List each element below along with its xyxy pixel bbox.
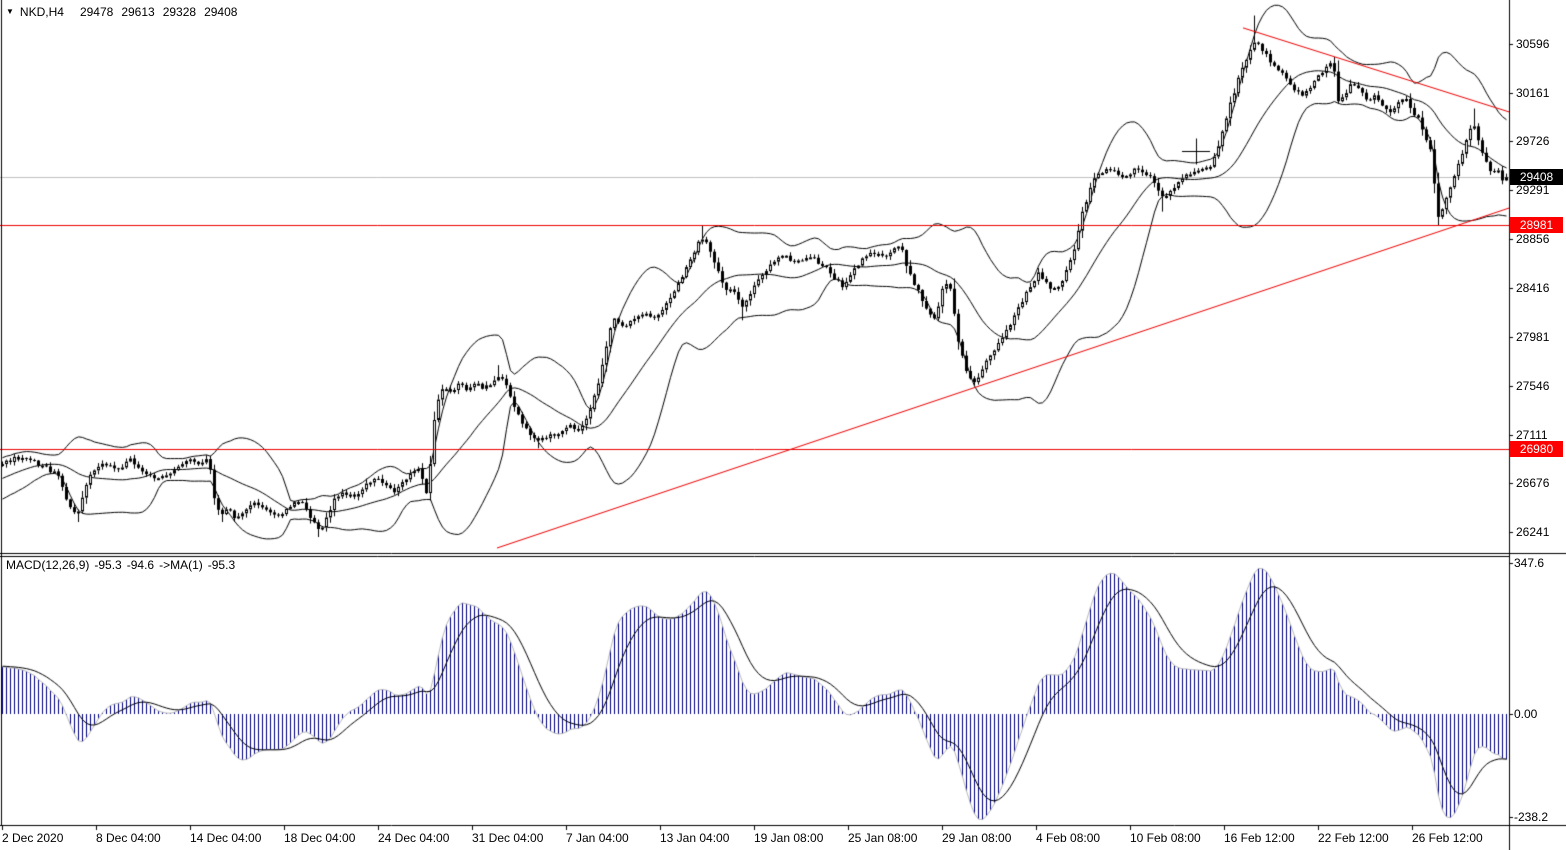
time-axis-label: 2 Dec 2020: [2, 831, 64, 845]
time-axis-label: 14 Dec 04:00: [190, 831, 262, 845]
macd-axis-label: 347.6: [1514, 556, 1545, 570]
time-axis-label: 24 Dec 04:00: [378, 831, 450, 845]
time-axis-label: 7 Jan 04:00: [566, 831, 629, 845]
symbol-title: NKD,H4: [19, 5, 64, 19]
time-axis-label: 29 Jan 08:00: [942, 831, 1012, 845]
macd-signal-value: -94.6: [126, 558, 155, 572]
price-axis-label: 30596: [1516, 37, 1550, 51]
time-axis-label: 19 Jan 08:00: [754, 831, 824, 845]
time-axis-label: 26 Feb 12:00: [1412, 831, 1483, 845]
price-axis-label: 27111: [1516, 428, 1548, 442]
price-axis-label: 26676: [1516, 476, 1550, 490]
time-axis-label: 13 Jan 04:00: [660, 831, 730, 845]
price-axis-label: 29726: [1516, 134, 1550, 148]
ohlc-high: 29613: [121, 5, 155, 19]
price-axis-label: 27546: [1516, 379, 1550, 393]
macd-overlay-name: ->MA(1): [159, 558, 203, 572]
chart-header: ▼ NKD,H4 29478 29613 29328 29408: [6, 5, 239, 19]
price-axis-label: 27981: [1516, 330, 1550, 344]
price-axis-label: 29291: [1516, 183, 1550, 197]
macd-overlay-value: -95.3: [207, 558, 236, 572]
macd-main-value: -95.3: [94, 558, 122, 572]
time-axis-label: 31 Dec 04:00: [472, 831, 544, 845]
macd-name: MACD(12,26,9): [6, 558, 90, 572]
time-axis-label: 22 Feb 12:00: [1318, 831, 1389, 845]
macd-indicator-label: MACD(12,26,9) -95.3 -94.6 ->MA(1) -95.3: [6, 558, 235, 572]
ohlc-low: 29328: [162, 5, 197, 19]
bid-price-badge: 29408: [1510, 169, 1563, 185]
ohlc-open: 29478: [79, 5, 114, 19]
price-axis-label: 28856: [1516, 232, 1550, 246]
time-axis-label: 16 Feb 12:00: [1224, 831, 1295, 845]
price-axis-label: 26241: [1516, 525, 1550, 539]
level-price-badge-26980: 26980: [1510, 441, 1563, 457]
time-axis-label: 18 Dec 04:00: [284, 831, 356, 845]
ohlc-close: 29408: [204, 5, 238, 19]
time-axis-label: 10 Feb 08:00: [1130, 831, 1201, 845]
level-price-badge-28981: 28981: [1510, 217, 1563, 233]
symbol-dropdown-icon[interactable]: ▼: [6, 7, 14, 16]
price-axis-label: 28416: [1516, 281, 1550, 295]
time-axis-label: 4 Feb 08:00: [1036, 831, 1101, 845]
macd-axis-label: 0.00: [1514, 707, 1538, 721]
time-axis-label: 8 Dec 04:00: [96, 831, 161, 845]
macd-axis-label: -238.2: [1514, 810, 1549, 824]
price-axis-label: 30161: [1516, 86, 1550, 100]
time-axis-label: 25 Jan 08:00: [848, 831, 918, 845]
price-scale-area[interactable]: [1510, 0, 1566, 826]
